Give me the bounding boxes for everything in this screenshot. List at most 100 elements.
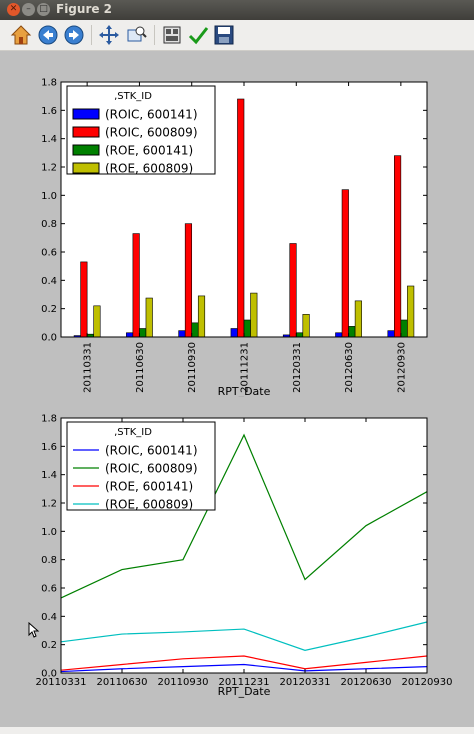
series-line — [60, 663, 428, 673]
bar — [126, 332, 134, 338]
x-tick-label: 20120630 — [341, 677, 392, 688]
x-tick-label: 20111231 — [240, 342, 251, 393]
series-line — [60, 655, 428, 671]
bar — [243, 319, 251, 338]
plot-frame — [60, 417, 428, 674]
y-tick-label: 1.6 — [41, 442, 57, 453]
bar — [387, 330, 395, 338]
bar — [289, 243, 297, 338]
close-window-button[interactable]: ✕ — [7, 3, 20, 16]
toolbar — [0, 20, 474, 51]
bar — [250, 292, 258, 338]
legend-label: (ROIC, 600141) — [105, 108, 198, 122]
bar — [132, 233, 140, 338]
legend-label: (ROE, 600141) — [105, 144, 193, 158]
bar — [178, 330, 186, 338]
back-button[interactable] — [37, 24, 59, 46]
y-tick-label: 1.4 — [41, 134, 57, 145]
x-tick-label: 20120331 — [292, 342, 303, 393]
y-tick-label: 1.0 — [41, 191, 57, 202]
y-tick-label: 0.8 — [41, 219, 57, 230]
title-bar: ✕ – □ Figure 2 — [0, 0, 474, 20]
window-title: Figure 2 — [56, 2, 113, 16]
plot-frame — [60, 81, 428, 338]
x-tick-label: 20110930 — [187, 342, 198, 393]
y-tick-label: 1.2 — [41, 499, 57, 510]
mouse-pointer-icon — [28, 622, 40, 638]
legend-label: (ROIC, 600141) — [105, 444, 198, 458]
bar — [295, 332, 304, 338]
arrow-right-icon — [64, 25, 84, 45]
y-tick-label: 0.2 — [41, 304, 57, 315]
y-tick-label: 0.0 — [41, 333, 57, 344]
bar — [394, 155, 402, 338]
series-line — [60, 621, 428, 651]
y-tick-label: 1.8 — [41, 78, 57, 89]
x-tick-label: 20110331 — [83, 342, 94, 393]
y-tick-label: 0.4 — [41, 276, 57, 287]
legend-title: ,STK_ID — [114, 427, 152, 438]
y-tick-label: 1.6 — [41, 106, 57, 117]
legend-box — [66, 421, 216, 511]
legend-swatch — [72, 108, 100, 120]
bar — [230, 328, 238, 338]
bar — [354, 300, 362, 338]
arrow-left-icon — [38, 25, 58, 45]
y-tick-label: 0.2 — [41, 640, 57, 651]
bar — [80, 261, 88, 338]
zoom-rect-icon — [127, 26, 147, 42]
y-tick-label: 0.6 — [41, 248, 57, 259]
bar — [348, 326, 356, 338]
edit-axis-button[interactable] — [187, 24, 209, 46]
bar-chart: 0.0 0.2 0.4 0.6 0.8 1.0 1.2 1.4 1.6 1.8 20110331 20… — [41, 78, 428, 397]
bar — [93, 305, 101, 338]
legend-title: ,STK_ID — [114, 91, 152, 102]
y-tick-label: 0.0 — [41, 669, 57, 680]
window-bottom-border — [0, 727, 474, 734]
y-tick-label: 1.0 — [41, 527, 57, 538]
maximize-window-button[interactable]: □ — [37, 3, 50, 16]
save-button[interactable] — [213, 24, 235, 46]
legend-label: (ROIC, 600809) — [105, 126, 198, 140]
legend-swatch — [72, 126, 100, 138]
bar — [184, 223, 193, 338]
forward-button[interactable] — [63, 24, 85, 46]
floppy-disk-icon — [214, 25, 234, 45]
line-chart: 0.0 0.2 0.4 0.6 0.8 1.0 1.2 1.4 1.6 1.8 20110331 20… — [36, 414, 453, 699]
bar — [237, 98, 245, 338]
move-icon — [99, 25, 119, 45]
legend-label: (ROE, 600809) — [105, 498, 193, 512]
bar — [145, 297, 153, 338]
x-tick-label: 20110331 — [36, 677, 87, 688]
x-axis-label: RPT_Date — [218, 385, 271, 397]
x-tick-label: 20120930 — [396, 342, 407, 393]
legend-label: (ROIC, 600809) — [105, 462, 198, 476]
x-tick-label: 20110630 — [135, 342, 146, 393]
checkmark-icon — [188, 27, 209, 45]
y-tick-label: 0.4 — [41, 612, 57, 623]
toolbar-separator — [91, 25, 92, 45]
y-tick-label: 0.6 — [41, 584, 57, 595]
toolbar-separator — [154, 25, 155, 45]
zoom-button[interactable] — [125, 24, 147, 46]
bar — [139, 328, 147, 338]
bar — [400, 319, 408, 338]
legend-label: (ROE, 600141) — [105, 480, 193, 494]
y-tick-label: 0.8 — [41, 555, 57, 566]
subplots-button[interactable] — [161, 24, 183, 46]
y-tick-label: 1.2 — [41, 163, 57, 174]
home-icon — [10, 25, 32, 45]
x-axis-label: RPT_Date — [218, 685, 271, 698]
bar — [335, 332, 343, 338]
x-tick-label: 20110630 — [97, 677, 148, 688]
bar — [302, 314, 310, 338]
pan-button[interactable] — [98, 24, 120, 46]
subplots-icon — [163, 26, 181, 44]
legend-label: (ROE, 600809) — [105, 162, 193, 176]
home-button[interactable] — [10, 24, 32, 46]
y-tick-label: 1.8 — [41, 414, 57, 425]
x-tick-label: 20110930 — [158, 677, 209, 688]
y-tick-label: 1.4 — [41, 470, 57, 481]
minimize-window-button[interactable]: – — [22, 3, 35, 16]
bar — [407, 285, 415, 338]
